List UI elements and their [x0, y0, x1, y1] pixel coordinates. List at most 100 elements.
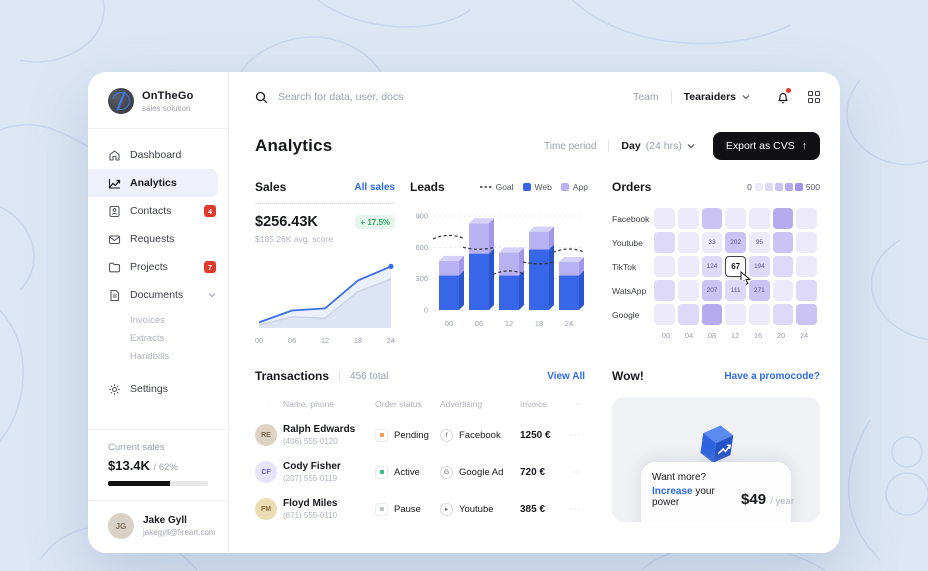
advertising-source: f Facebook [440, 428, 520, 442]
heatmap-cell[interactable]: 33 [701, 232, 723, 253]
promocode-link[interactable]: Have a promocode? [724, 370, 820, 382]
heatmap-cell[interactable] [796, 232, 818, 253]
apps-grid-icon[interactable] [808, 91, 820, 103]
heatmap-cell[interactable]: 194 [749, 256, 770, 277]
heatmap-cell[interactable] [678, 208, 699, 229]
export-button[interactable]: Export as CVS ↑ [712, 132, 820, 160]
scroll-left-icon[interactable]: · [267, 399, 271, 409]
table-row[interactable]: FM Floyd Miles (671) 555-0110 Pause ▸ Youtube… [255, 498, 585, 520]
heatmap-cell[interactable]: 95 [749, 232, 770, 253]
row-menu-icon[interactable]: ⋯ [570, 466, 581, 478]
export-label: Export as CVS [725, 140, 795, 152]
search-input[interactable] [278, 91, 518, 103]
sales-line-chart [255, 252, 395, 332]
scale-swatch-icon [774, 183, 783, 191]
heatmap-row-label: Youtube [612, 237, 643, 248]
invoice-amount: 1250 € [520, 429, 551, 441]
gear-icon [108, 383, 121, 396]
heatmap-cell[interactable]: 67 [725, 256, 752, 286]
sidebar-item-label: Dashboard [130, 149, 182, 161]
sidebar-subitem-handbills[interactable]: Handbills [130, 350, 170, 362]
heatmap-cell[interactable] [654, 232, 675, 253]
sidebar-item-documents[interactable]: Documents [88, 281, 228, 309]
heatmap-cell[interactable] [749, 208, 770, 229]
heatmap-cell[interactable] [772, 208, 794, 229]
table-row[interactable]: CF Cody Fisher (207) 555-0119 Active G Google… [255, 461, 585, 483]
heatmap-cell[interactable] [677, 256, 699, 277]
heatmap-cell[interactable] [701, 208, 723, 229]
sidebar-item-projects[interactable]: Projects 7 [88, 253, 228, 281]
growth-cube-icon [688, 415, 744, 473]
pedestal [641, 462, 791, 522]
customer-phone: (406) 555-0120 [283, 437, 338, 446]
notifications-button[interactable] [776, 87, 791, 105]
topbar: Team Tearaiders [255, 72, 820, 122]
heatmap-cell[interactable] [796, 304, 818, 325]
x-tick-label: 24 [386, 336, 395, 345]
chevron-down-icon [208, 292, 216, 298]
period-selector[interactable]: Day (24 hrs) [621, 140, 695, 152]
search-bar[interactable] [255, 91, 633, 104]
sidebar-subitem-extracts[interactable]: Extracts [130, 332, 165, 344]
heatmap-cell[interactable] [772, 304, 794, 325]
leads-legend: Goal Web App [479, 182, 588, 192]
col-advertising: Advertising [440, 399, 483, 409]
status-box-icon [375, 428, 388, 442]
sales-avg-score: $185.26K avg. score [255, 234, 333, 244]
table-row[interactable]: RE Ralph Edwards (406) 555-0120 Pending f Fac… [255, 424, 585, 446]
heatmap-cell[interactable]: 271 [749, 280, 770, 301]
sidebar-item-requests[interactable]: Requests [88, 225, 228, 253]
heatmap-cell[interactable] [654, 208, 675, 229]
current-sales-widget: Current sales $13.4K / 62% [88, 429, 228, 500]
heatmap-cell[interactable]: 111 [725, 280, 747, 301]
heatmap-cell[interactable] [654, 280, 675, 301]
heatmap-cell[interactable] [725, 304, 747, 325]
svg-text:12: 12 [505, 319, 513, 328]
ad-platform-icon: f [440, 428, 453, 442]
heatmap-cell[interactable] [701, 304, 723, 325]
heatmap-cell[interactable] [654, 256, 675, 277]
sidebar-item-analytics[interactable]: Analytics [88, 169, 218, 197]
heatmap-cell[interactable] [772, 232, 794, 253]
orders-card: Orders 0 500 Facebook Youtube 33 202 95 TikTo… [612, 180, 820, 345]
want-more-text: Want more? [652, 472, 707, 483]
heatmap-cell[interactable] [678, 280, 699, 301]
order-status: Pause [375, 502, 440, 516]
heatmap-cell[interactable] [749, 304, 770, 325]
sidebar-item-dashboard[interactable]: Dashboard [88, 141, 228, 169]
heatmap-cell[interactable]: 124 [701, 256, 723, 277]
contacts-icon [108, 205, 121, 218]
team-selector[interactable]: Tearaiders [684, 91, 750, 103]
mail-icon [108, 233, 121, 246]
increase-word: Increase [652, 486, 693, 497]
heatmap-cell[interactable] [796, 208, 818, 229]
row-menu-icon[interactable]: ⋯ [570, 429, 581, 441]
heatmap-cell[interactable] [725, 208, 747, 229]
heatmap-cell[interactable]: 207 [701, 280, 723, 301]
view-all-link[interactable]: View All [547, 370, 585, 382]
upgrade-banner[interactable]: Want more? Increase your power $49 / yea… [612, 397, 820, 522]
heatmap-cell[interactable] [772, 280, 794, 301]
heatmap-cell[interactable] [796, 280, 818, 301]
user-profile[interactable]: JG Jake Gyll jakegyll@fireart.com [88, 500, 228, 539]
all-sales-link[interactable]: All sales [354, 181, 395, 193]
heatmap-cell[interactable] [678, 232, 699, 253]
sidebar-subitem-invoices[interactable]: Invoices [130, 314, 165, 326]
x-tick-label: 18 [353, 336, 363, 345]
heatmap-cell[interactable] [654, 304, 675, 325]
sidebar-item-settings[interactable]: Settings [88, 375, 228, 403]
scroll-right-icon[interactable]: · [576, 399, 579, 409]
col-invoice: Invoice [520, 399, 547, 409]
current-sales-percent: / 62% [153, 462, 178, 473]
app-logo[interactable]: OnTheGo sales solution [88, 88, 228, 129]
heatmap-cell[interactable]: 202 [725, 232, 747, 253]
sidebar-item-contacts[interactable]: Contacts 4 [88, 197, 228, 225]
heatmap-cell[interactable] [796, 256, 818, 277]
row-menu-icon[interactable]: ⋯ [570, 503, 581, 515]
page-title: Analytics [255, 136, 333, 155]
legend-goal: Goal [495, 182, 514, 192]
heatmap-cell[interactable] [772, 256, 794, 277]
goal-dash-icon [479, 186, 492, 188]
heatmap-cell[interactable] [678, 304, 699, 325]
time-period-label: Time period [543, 140, 597, 152]
